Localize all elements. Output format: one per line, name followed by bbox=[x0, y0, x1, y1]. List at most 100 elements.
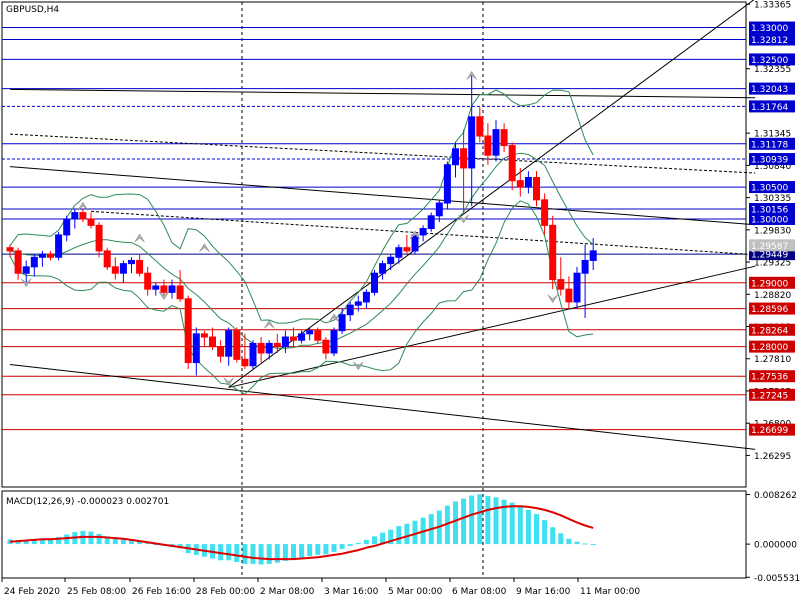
candle-body bbox=[22, 266, 30, 274]
candle-body bbox=[217, 346, 225, 357]
candle-body bbox=[119, 263, 127, 274]
macd-bar bbox=[501, 499, 507, 545]
macd-bar bbox=[120, 539, 126, 545]
time-tick-label: 9 Mar 16:00 bbox=[516, 587, 571, 597]
candle-body bbox=[200, 333, 208, 338]
candle-body bbox=[411, 234, 419, 252]
macd-bar bbox=[534, 514, 539, 545]
level-price-label: 1.30939 bbox=[751, 156, 788, 166]
level-price-label: 1.29000 bbox=[751, 279, 788, 289]
macd-bar bbox=[266, 544, 272, 564]
macd-bar bbox=[23, 540, 29, 545]
candle-body bbox=[581, 259, 589, 274]
price-tick-label: 1.27810 bbox=[754, 355, 791, 365]
price-tick-label: 1.30840 bbox=[754, 162, 791, 172]
price-tick-label: 1.30335 bbox=[754, 194, 791, 204]
candle-body bbox=[38, 253, 46, 258]
macd-bar bbox=[282, 544, 288, 561]
level-price-label-bg bbox=[749, 137, 795, 150]
macd-bar bbox=[396, 526, 402, 545]
candle-body bbox=[516, 180, 524, 188]
candle-body bbox=[71, 212, 79, 220]
macd-bar bbox=[550, 527, 556, 545]
current-price-label-bg bbox=[749, 239, 795, 252]
candle-body bbox=[549, 224, 557, 281]
macd-bar bbox=[104, 536, 110, 545]
candle-body bbox=[265, 342, 273, 354]
candle-body bbox=[47, 253, 54, 258]
time-tick-label: 25 Feb 08:00 bbox=[67, 587, 126, 597]
fractal-arrow bbox=[263, 319, 275, 329]
fractal-arrow bbox=[223, 377, 234, 387]
candle-body bbox=[395, 247, 403, 258]
level-price-label: 1.32043 bbox=[751, 85, 788, 95]
time-tick-label: 6 Mar 08:00 bbox=[452, 587, 507, 597]
macd-bar bbox=[331, 544, 337, 552]
price-tick-label: 1.33365 bbox=[754, 1, 791, 11]
candle-body bbox=[306, 330, 314, 335]
price-tick-label: 1.28820 bbox=[754, 291, 791, 301]
level-price-label: 1.30000 bbox=[751, 215, 788, 225]
level-price-label: 1.32812 bbox=[751, 36, 788, 46]
level-price-label-bg bbox=[749, 21, 795, 34]
candle-body bbox=[452, 148, 459, 166]
price-pane-frame bbox=[1, 1, 747, 488]
candle-body bbox=[460, 148, 468, 169]
macd-bar bbox=[380, 532, 386, 545]
candle-body bbox=[128, 259, 135, 265]
level-price-label: 1.30156 bbox=[751, 206, 788, 216]
price-tick-label: 1.31345 bbox=[754, 130, 791, 140]
level-price-label-bg bbox=[749, 100, 795, 113]
candle-body bbox=[209, 336, 216, 348]
macd-signal-line bbox=[9, 505, 594, 561]
macd-bar bbox=[234, 544, 240, 563]
chart-title: GBPUSD,H4 bbox=[6, 5, 59, 15]
macd-title: MACD(12,26,9) -0.000023 0.002701 bbox=[6, 497, 169, 507]
macd-bar bbox=[258, 544, 264, 565]
macd-bar bbox=[404, 523, 410, 545]
macd-bar bbox=[274, 544, 280, 563]
candle-body bbox=[387, 256, 395, 265]
macd-bar bbox=[590, 544, 596, 546]
fractal-arrow bbox=[547, 294, 558, 304]
envelope-middle bbox=[9, 152, 594, 350]
level-price-label: 1.28000 bbox=[751, 343, 788, 353]
macd-bar bbox=[39, 539, 45, 545]
candle-body bbox=[443, 164, 451, 204]
macd-bar bbox=[574, 541, 580, 545]
candle-body bbox=[427, 215, 435, 230]
macd-bar bbox=[525, 509, 531, 545]
macd-bar bbox=[509, 502, 515, 545]
macd-bar bbox=[48, 539, 53, 545]
macd-bar bbox=[372, 536, 377, 545]
candle-body bbox=[322, 339, 330, 354]
candle-body bbox=[103, 250, 111, 268]
level-price-label: 1.31764 bbox=[751, 103, 788, 113]
candle-body bbox=[557, 279, 565, 290]
macd-bar bbox=[323, 544, 329, 555]
level-price-label: 1.33000 bbox=[751, 24, 788, 34]
candle-body bbox=[14, 250, 22, 274]
time-tick-label: 11 Mar 00:00 bbox=[580, 587, 640, 597]
envelope-band bbox=[9, 200, 594, 395]
candle-body bbox=[160, 285, 168, 293]
candle-body bbox=[111, 266, 119, 274]
macd-bar bbox=[339, 544, 345, 549]
macd-bar bbox=[315, 544, 321, 555]
macd-pane-frame bbox=[1, 490, 747, 579]
macd-bar bbox=[153, 544, 159, 546]
macd-bar bbox=[96, 533, 102, 545]
macd-bar bbox=[582, 543, 588, 545]
candle-body bbox=[500, 129, 508, 147]
level-price-label-bg bbox=[749, 323, 795, 336]
time-tick-label: 28 Feb 00:00 bbox=[196, 587, 255, 597]
macd-bar bbox=[477, 494, 483, 545]
candle-body bbox=[354, 301, 362, 306]
fractal-arrow bbox=[353, 361, 364, 371]
macd-bar bbox=[137, 540, 143, 545]
level-price-label-bg bbox=[749, 212, 795, 225]
macd-bar bbox=[226, 544, 232, 561]
candle-body bbox=[249, 342, 257, 367]
price-tick-label: 1.32355 bbox=[754, 65, 791, 75]
